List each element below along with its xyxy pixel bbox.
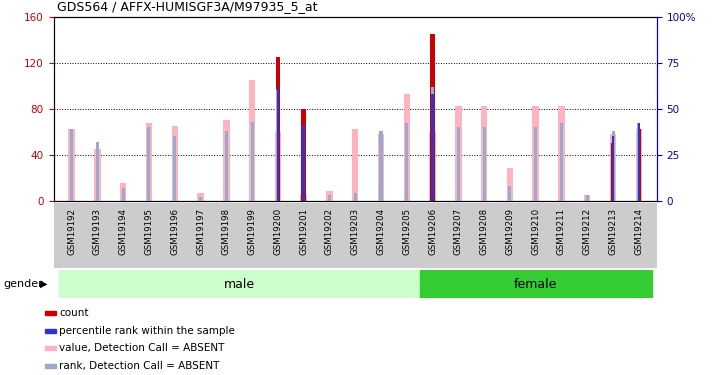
- Bar: [431, 87, 434, 201]
- Text: male: male: [223, 278, 255, 291]
- Bar: [635, 129, 642, 201]
- Text: GSM19194: GSM19194: [119, 208, 128, 255]
- Bar: [302, 127, 305, 201]
- Bar: [171, 126, 178, 201]
- Text: GSM19214: GSM19214: [634, 208, 643, 255]
- Bar: [249, 80, 256, 201]
- Bar: [636, 129, 641, 201]
- Bar: [328, 195, 331, 201]
- Bar: [610, 134, 616, 201]
- Text: GSM19210: GSM19210: [531, 208, 540, 255]
- Text: percentile rank within the sample: percentile rank within the sample: [59, 326, 235, 336]
- Bar: [403, 94, 410, 201]
- Bar: [534, 127, 537, 201]
- Bar: [429, 132, 436, 201]
- Bar: [508, 186, 511, 201]
- Text: female: female: [514, 278, 558, 291]
- Text: GSM19196: GSM19196: [170, 208, 179, 255]
- Bar: [483, 127, 486, 201]
- Bar: [197, 193, 203, 201]
- Bar: [96, 142, 99, 201]
- Bar: [353, 193, 357, 201]
- Bar: [352, 129, 358, 201]
- Bar: [276, 90, 279, 201]
- Bar: [507, 168, 513, 201]
- Bar: [558, 106, 565, 201]
- Bar: [326, 191, 333, 201]
- Bar: [69, 129, 75, 201]
- Text: rank, Detection Call = ABSENT: rank, Detection Call = ABSENT: [59, 361, 219, 371]
- Bar: [610, 143, 615, 201]
- Bar: [45, 328, 56, 333]
- Text: GSM19195: GSM19195: [144, 208, 154, 255]
- Bar: [301, 195, 307, 201]
- Bar: [146, 123, 152, 201]
- Bar: [70, 129, 73, 201]
- Text: value, Detection Call = ABSENT: value, Detection Call = ABSENT: [59, 344, 224, 354]
- Bar: [560, 123, 563, 201]
- Bar: [94, 149, 101, 201]
- Bar: [45, 364, 56, 368]
- Text: GSM19202: GSM19202: [325, 208, 334, 255]
- Text: GSM19211: GSM19211: [557, 208, 566, 255]
- Bar: [431, 94, 433, 201]
- Bar: [481, 106, 488, 201]
- Bar: [225, 131, 228, 201]
- Bar: [455, 106, 461, 201]
- Text: GSM19197: GSM19197: [196, 208, 205, 255]
- Bar: [303, 125, 305, 201]
- Text: GSM19205: GSM19205: [402, 208, 411, 255]
- Bar: [251, 122, 253, 201]
- Bar: [406, 123, 408, 201]
- Text: GSM19193: GSM19193: [93, 208, 102, 255]
- Text: gender: gender: [4, 279, 44, 289]
- Bar: [301, 109, 306, 201]
- Bar: [174, 136, 176, 201]
- Bar: [147, 127, 151, 201]
- Text: GSM19198: GSM19198: [222, 208, 231, 255]
- Text: GSM19201: GSM19201: [299, 208, 308, 255]
- Bar: [379, 131, 383, 201]
- Text: GSM19213: GSM19213: [608, 208, 618, 255]
- Bar: [431, 34, 435, 201]
- Text: GSM19207: GSM19207: [454, 208, 463, 255]
- Bar: [611, 131, 615, 201]
- Bar: [121, 188, 125, 201]
- Bar: [584, 195, 590, 201]
- Text: ▶: ▶: [40, 279, 48, 289]
- Text: GDS564 / AFFX-HUMISGF3A/M97935_5_at: GDS564 / AFFX-HUMISGF3A/M97935_5_at: [57, 0, 318, 13]
- Bar: [275, 132, 281, 201]
- Text: GSM19192: GSM19192: [67, 208, 76, 255]
- Text: GSM19212: GSM19212: [583, 208, 592, 255]
- Bar: [59, 270, 420, 298]
- Text: GSM19203: GSM19203: [351, 208, 360, 255]
- Text: GSM19199: GSM19199: [248, 208, 256, 255]
- Bar: [378, 134, 384, 201]
- Text: GSM19209: GSM19209: [506, 208, 514, 255]
- Bar: [533, 106, 539, 201]
- Bar: [120, 183, 126, 201]
- Text: GSM19200: GSM19200: [273, 208, 282, 255]
- Bar: [277, 87, 279, 201]
- Bar: [199, 197, 202, 201]
- Bar: [45, 311, 56, 315]
- Bar: [638, 123, 640, 201]
- Bar: [612, 136, 614, 201]
- Bar: [223, 120, 229, 201]
- Text: count: count: [59, 308, 89, 318]
- Bar: [585, 195, 589, 201]
- Text: GSM19204: GSM19204: [376, 208, 386, 255]
- Bar: [45, 346, 56, 350]
- Text: GSM19206: GSM19206: [428, 208, 437, 255]
- Bar: [420, 270, 652, 298]
- Text: GSM19208: GSM19208: [480, 208, 488, 255]
- Bar: [638, 123, 640, 201]
- Bar: [276, 57, 280, 201]
- Bar: [457, 127, 460, 201]
